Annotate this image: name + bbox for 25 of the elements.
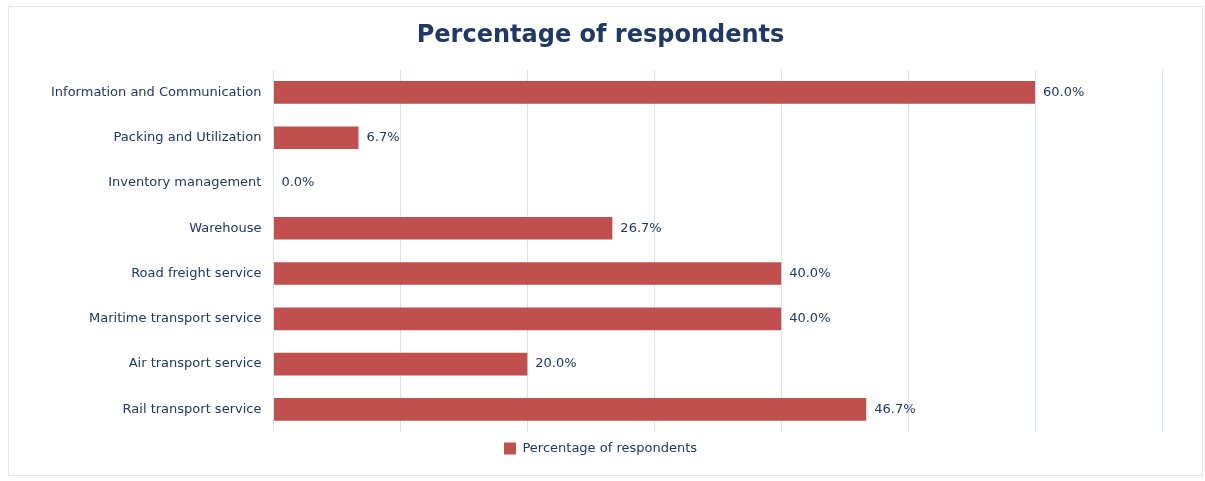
data-label: 60.0% xyxy=(1043,83,1085,99)
data-label: 40.0% xyxy=(789,310,831,326)
data-label: 46.7% xyxy=(874,400,916,416)
y-tick-label: Packing and Utilization xyxy=(113,129,262,145)
bar xyxy=(273,352,528,376)
data-label: 20.0% xyxy=(535,355,577,371)
bar xyxy=(273,81,1036,104)
bar xyxy=(273,398,867,421)
y-tick-label: Maritime transport service xyxy=(89,310,262,326)
bar xyxy=(273,262,782,285)
legend-label: Percentage of respondents xyxy=(522,439,698,455)
y-tick-label: Information and Communication xyxy=(51,83,262,99)
y-tick-label: Road freight service xyxy=(131,264,262,280)
bar xyxy=(273,307,782,331)
y-tick-label: Inventory management xyxy=(108,174,262,190)
y-tick-label: Air transport service xyxy=(128,355,262,371)
bar xyxy=(273,126,359,150)
chart-title: Percentage of respondents xyxy=(416,19,785,48)
data-label: 26.7% xyxy=(620,219,662,235)
data-label: 0.0% xyxy=(281,174,315,190)
y-tick-label: Warehouse xyxy=(189,219,262,235)
data-label: 6.7% xyxy=(366,129,400,145)
data-label: 40.0% xyxy=(789,264,831,280)
y-tick-label: Rail transport service xyxy=(122,400,262,416)
bar xyxy=(273,216,613,240)
